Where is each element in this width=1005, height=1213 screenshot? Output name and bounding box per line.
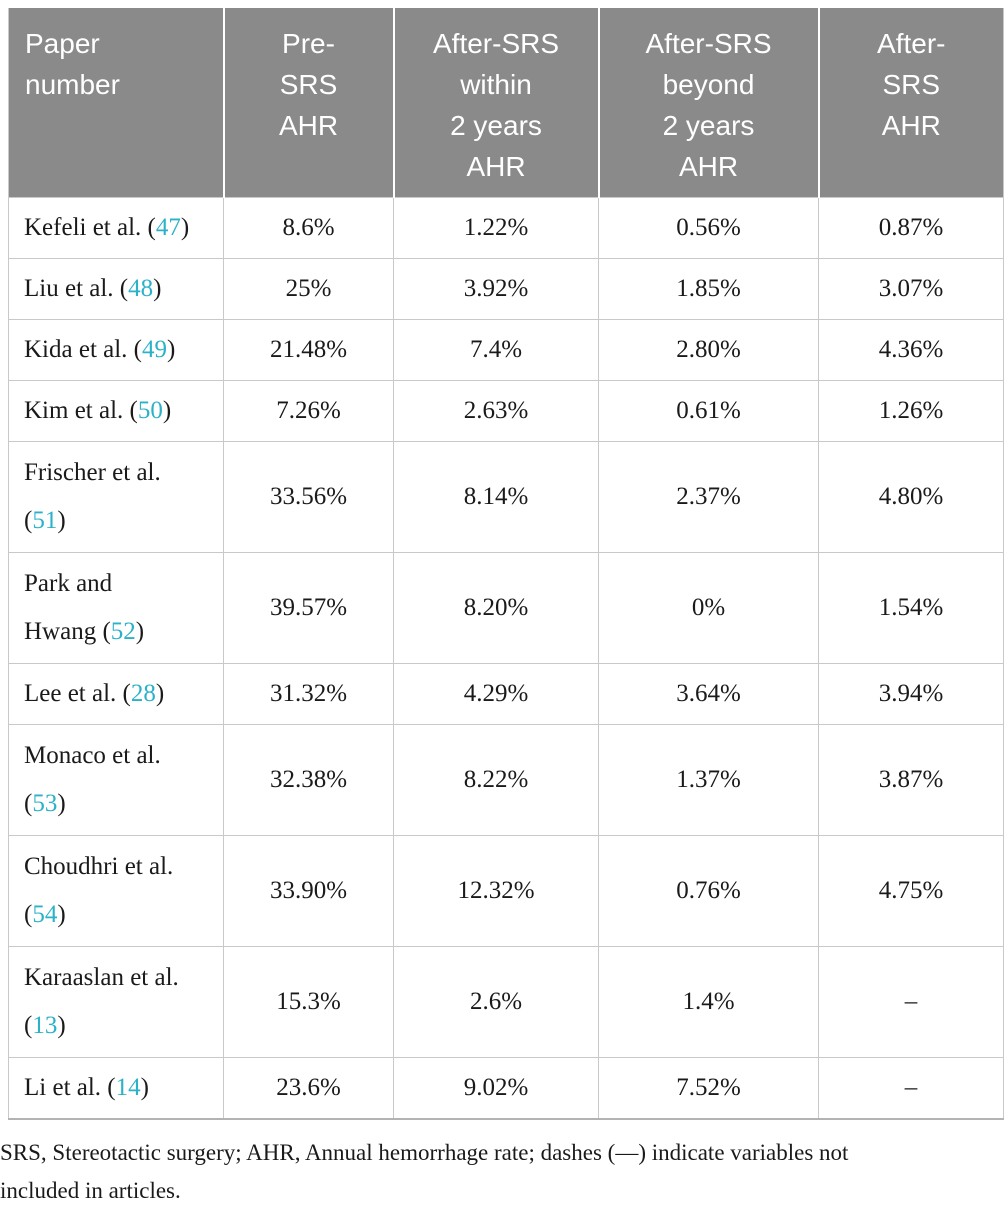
footnote-line: included in articles. (0, 1177, 181, 1203)
table-area: Paper number Pre- SRS AHR After-SRS within 2 ye… (8, 8, 1004, 1120)
value-cell: 4.80% (818, 441, 1004, 553)
value-cell: 1.22% (393, 197, 599, 259)
paper-cell: Lee et al. (28) (8, 663, 224, 725)
citation-ref-link[interactable]: 48 (128, 275, 154, 302)
value-cell: 8.14% (393, 441, 599, 553)
value-cell: 15.3% (223, 946, 394, 1058)
column-header-after-srs-beyond-2y: After-SRS beyond 2 years AHR (597, 8, 820, 198)
value-cell: – (818, 1057, 1004, 1119)
value-cell: 25% (223, 258, 394, 320)
value-cell: 3.94% (818, 663, 1004, 725)
column-header-after-srs-ahr: After- SRS AHR (817, 8, 1004, 198)
footnote-line: SRS, Stereotactic surgery; AHR, Annual h… (0, 1139, 849, 1165)
citation-ref-link[interactable]: 49 (142, 336, 168, 363)
column-header-paper-number: Paper number (8, 8, 225, 198)
paper-cell: Park and Hwang (52) (8, 552, 224, 664)
table-row: Liu et al. (48) 25% 3.92% 1.85% 3.07% (8, 258, 1004, 320)
value-cell: 3.64% (598, 663, 819, 725)
table-row: Lee et al. (28) 31.32% 4.29% 3.64% 3.94% (8, 663, 1004, 725)
value-cell: 2.37% (598, 441, 819, 553)
paper-cell: Li et al. (14) (8, 1057, 224, 1119)
ahr-comparison-table: Paper number Pre- SRS AHR After-SRS within 2 ye… (8, 8, 1004, 1120)
table-row: Kida et al. (49) 21.48% 7.4% 2.80% 4.36% (8, 319, 1004, 381)
value-cell: 0.56% (598, 197, 819, 259)
value-cell: 4.29% (393, 663, 599, 725)
table-header-row: Paper number Pre- SRS AHR After-SRS within 2 ye… (8, 8, 1004, 198)
table-row: Frischer et al. (51) 33.56% 8.14% 2.37% 4.80% (8, 441, 1004, 553)
value-cell: 4.36% (818, 319, 1004, 381)
value-cell: 32.38% (223, 724, 394, 836)
value-cell: 3.07% (818, 258, 1004, 320)
table-header: Paper number Pre- SRS AHR After-SRS within 2 ye… (8, 8, 1004, 198)
citation-ref-link[interactable]: 52 (110, 618, 136, 645)
value-cell: 0.76% (598, 835, 819, 947)
table-row: Kim et al. (50) 7.26% 2.63% 0.61% 1.26% (8, 380, 1004, 442)
paper-cell: Kida et al. (49) (8, 319, 224, 381)
value-cell: 1.85% (598, 258, 819, 320)
table-footnote: SRS, Stereotactic surgery; AHR, Annual h… (0, 1134, 1005, 1210)
value-cell: 1.26% (818, 380, 1004, 442)
value-cell: 3.87% (818, 724, 1004, 836)
citation-ref-link[interactable]: 50 (137, 397, 163, 424)
citation-ref-link[interactable]: 54 (32, 901, 58, 928)
value-cell: 7.4% (393, 319, 599, 381)
citation-ref-link[interactable]: 53 (32, 790, 58, 817)
value-cell: 0.61% (598, 380, 819, 442)
column-header-after-srs-within-2y: After-SRS within 2 years AHR (392, 8, 600, 198)
value-cell: 2.63% (393, 380, 599, 442)
value-cell: 1.37% (598, 724, 819, 836)
value-cell: 9.02% (393, 1057, 599, 1119)
value-cell: 33.90% (223, 835, 394, 947)
value-cell: 0.87% (818, 197, 1004, 259)
table-row: Li et al. (14) 23.6% 9.02% 7.52% – (8, 1057, 1004, 1119)
citation-ref-link[interactable]: 47 (155, 214, 181, 241)
paper-cell: Karaaslan et al. (13) (8, 946, 224, 1058)
table-body: Kefeli et al. (47) 8.6% 1.22% 0.56% 0.87% Liu… (8, 197, 1004, 1119)
value-cell: 31.32% (223, 663, 394, 725)
value-cell: 7.52% (598, 1057, 819, 1119)
value-cell: 23.6% (223, 1057, 394, 1119)
table-row: Kefeli et al. (47) 8.6% 1.22% 0.56% 0.87% (8, 197, 1004, 259)
value-cell: 39.57% (223, 552, 394, 664)
citation-ref-link[interactable]: 28 (130, 680, 156, 707)
table-row: Park and Hwang (52) 39.57% 8.20% 0% 1.54% (8, 552, 1004, 664)
value-cell: 3.92% (393, 258, 599, 320)
value-cell: 12.32% (393, 835, 599, 947)
paper-cell: Kim et al. (50) (8, 380, 224, 442)
column-header-pre-srs-ahr: Pre- SRS AHR (222, 8, 395, 198)
table-row: Karaaslan et al. (13) 15.3% 2.6% 1.4% – (8, 946, 1004, 1058)
value-cell: 8.6% (223, 197, 394, 259)
value-cell: 0% (598, 552, 819, 664)
paper-cell: Frischer et al. (51) (8, 441, 224, 553)
paper-cell: Liu et al. (48) (8, 258, 224, 320)
citation-ref-link[interactable]: 13 (32, 1012, 58, 1039)
table-row: Choudhri et al. (54) 33.90% 12.32% 0.76% 4.75… (8, 835, 1004, 947)
value-cell: 7.26% (223, 380, 394, 442)
value-cell: 1.4% (598, 946, 819, 1058)
value-cell: 2.6% (393, 946, 599, 1058)
value-cell: 21.48% (223, 319, 394, 381)
value-cell: 4.75% (818, 835, 1004, 947)
citation-ref-link[interactable]: 51 (32, 507, 58, 534)
paper-cell: Kefeli et al. (47) (8, 197, 224, 259)
paper-cell: Choudhri et al. (54) (8, 835, 224, 947)
table-row: Monaco et al. (53) 32.38% 8.22% 1.37% 3.87% (8, 724, 1004, 836)
value-cell: – (818, 946, 1004, 1058)
paper-cell: Monaco et al. (53) (8, 724, 224, 836)
value-cell: 8.20% (393, 552, 599, 664)
value-cell: 33.56% (223, 441, 394, 553)
value-cell: 1.54% (818, 552, 1004, 664)
value-cell: 2.80% (598, 319, 819, 381)
value-cell: 8.22% (393, 724, 599, 836)
citation-ref-link[interactable]: 14 (115, 1073, 141, 1101)
